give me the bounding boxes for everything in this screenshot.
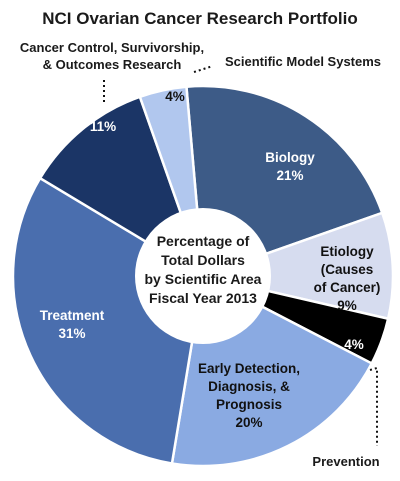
slice-label-0: Biology 21% — [265, 150, 315, 183]
slice-label-5: 11% — [90, 119, 116, 134]
slice-label-6: 4% — [165, 89, 185, 104]
slice-label-4: Treatment 31% — [40, 308, 105, 341]
slice-label-2: 4% — [344, 337, 364, 352]
donut-hole — [135, 208, 271, 344]
pie-slice-1 — [198, 211, 395, 321]
slice-labels: Biology 21% Etiology (Causes of Cancer) 9% 4% E… — [20, 40, 381, 469]
center-label: Percentage of Total Dollars by Scientific … — [145, 233, 262, 306]
external-label-6: Scientific Model Systems — [225, 54, 381, 69]
leader-lines — [103, 65, 378, 446]
external-label-5: Cancer Control, Survivorship, & Outcomes … — [20, 40, 204, 72]
external-label-2: Prevention — [312, 454, 379, 469]
leader-line-0 — [369, 366, 378, 446]
leader-line-2 — [193, 65, 214, 73]
chart-title: NCI Ovarian Cancer Research Portfolio — [42, 9, 358, 28]
pie-slices — [11, 84, 395, 468]
slice-label-3: Early Detection, Diagnosis, & Prognosis 20% — [198, 361, 300, 430]
slice-label-1: Etiology (Causes of Cancer) 9% — [314, 244, 381, 313]
center-label-text: Percentage of Total Dollars by Scientific … — [145, 233, 262, 306]
